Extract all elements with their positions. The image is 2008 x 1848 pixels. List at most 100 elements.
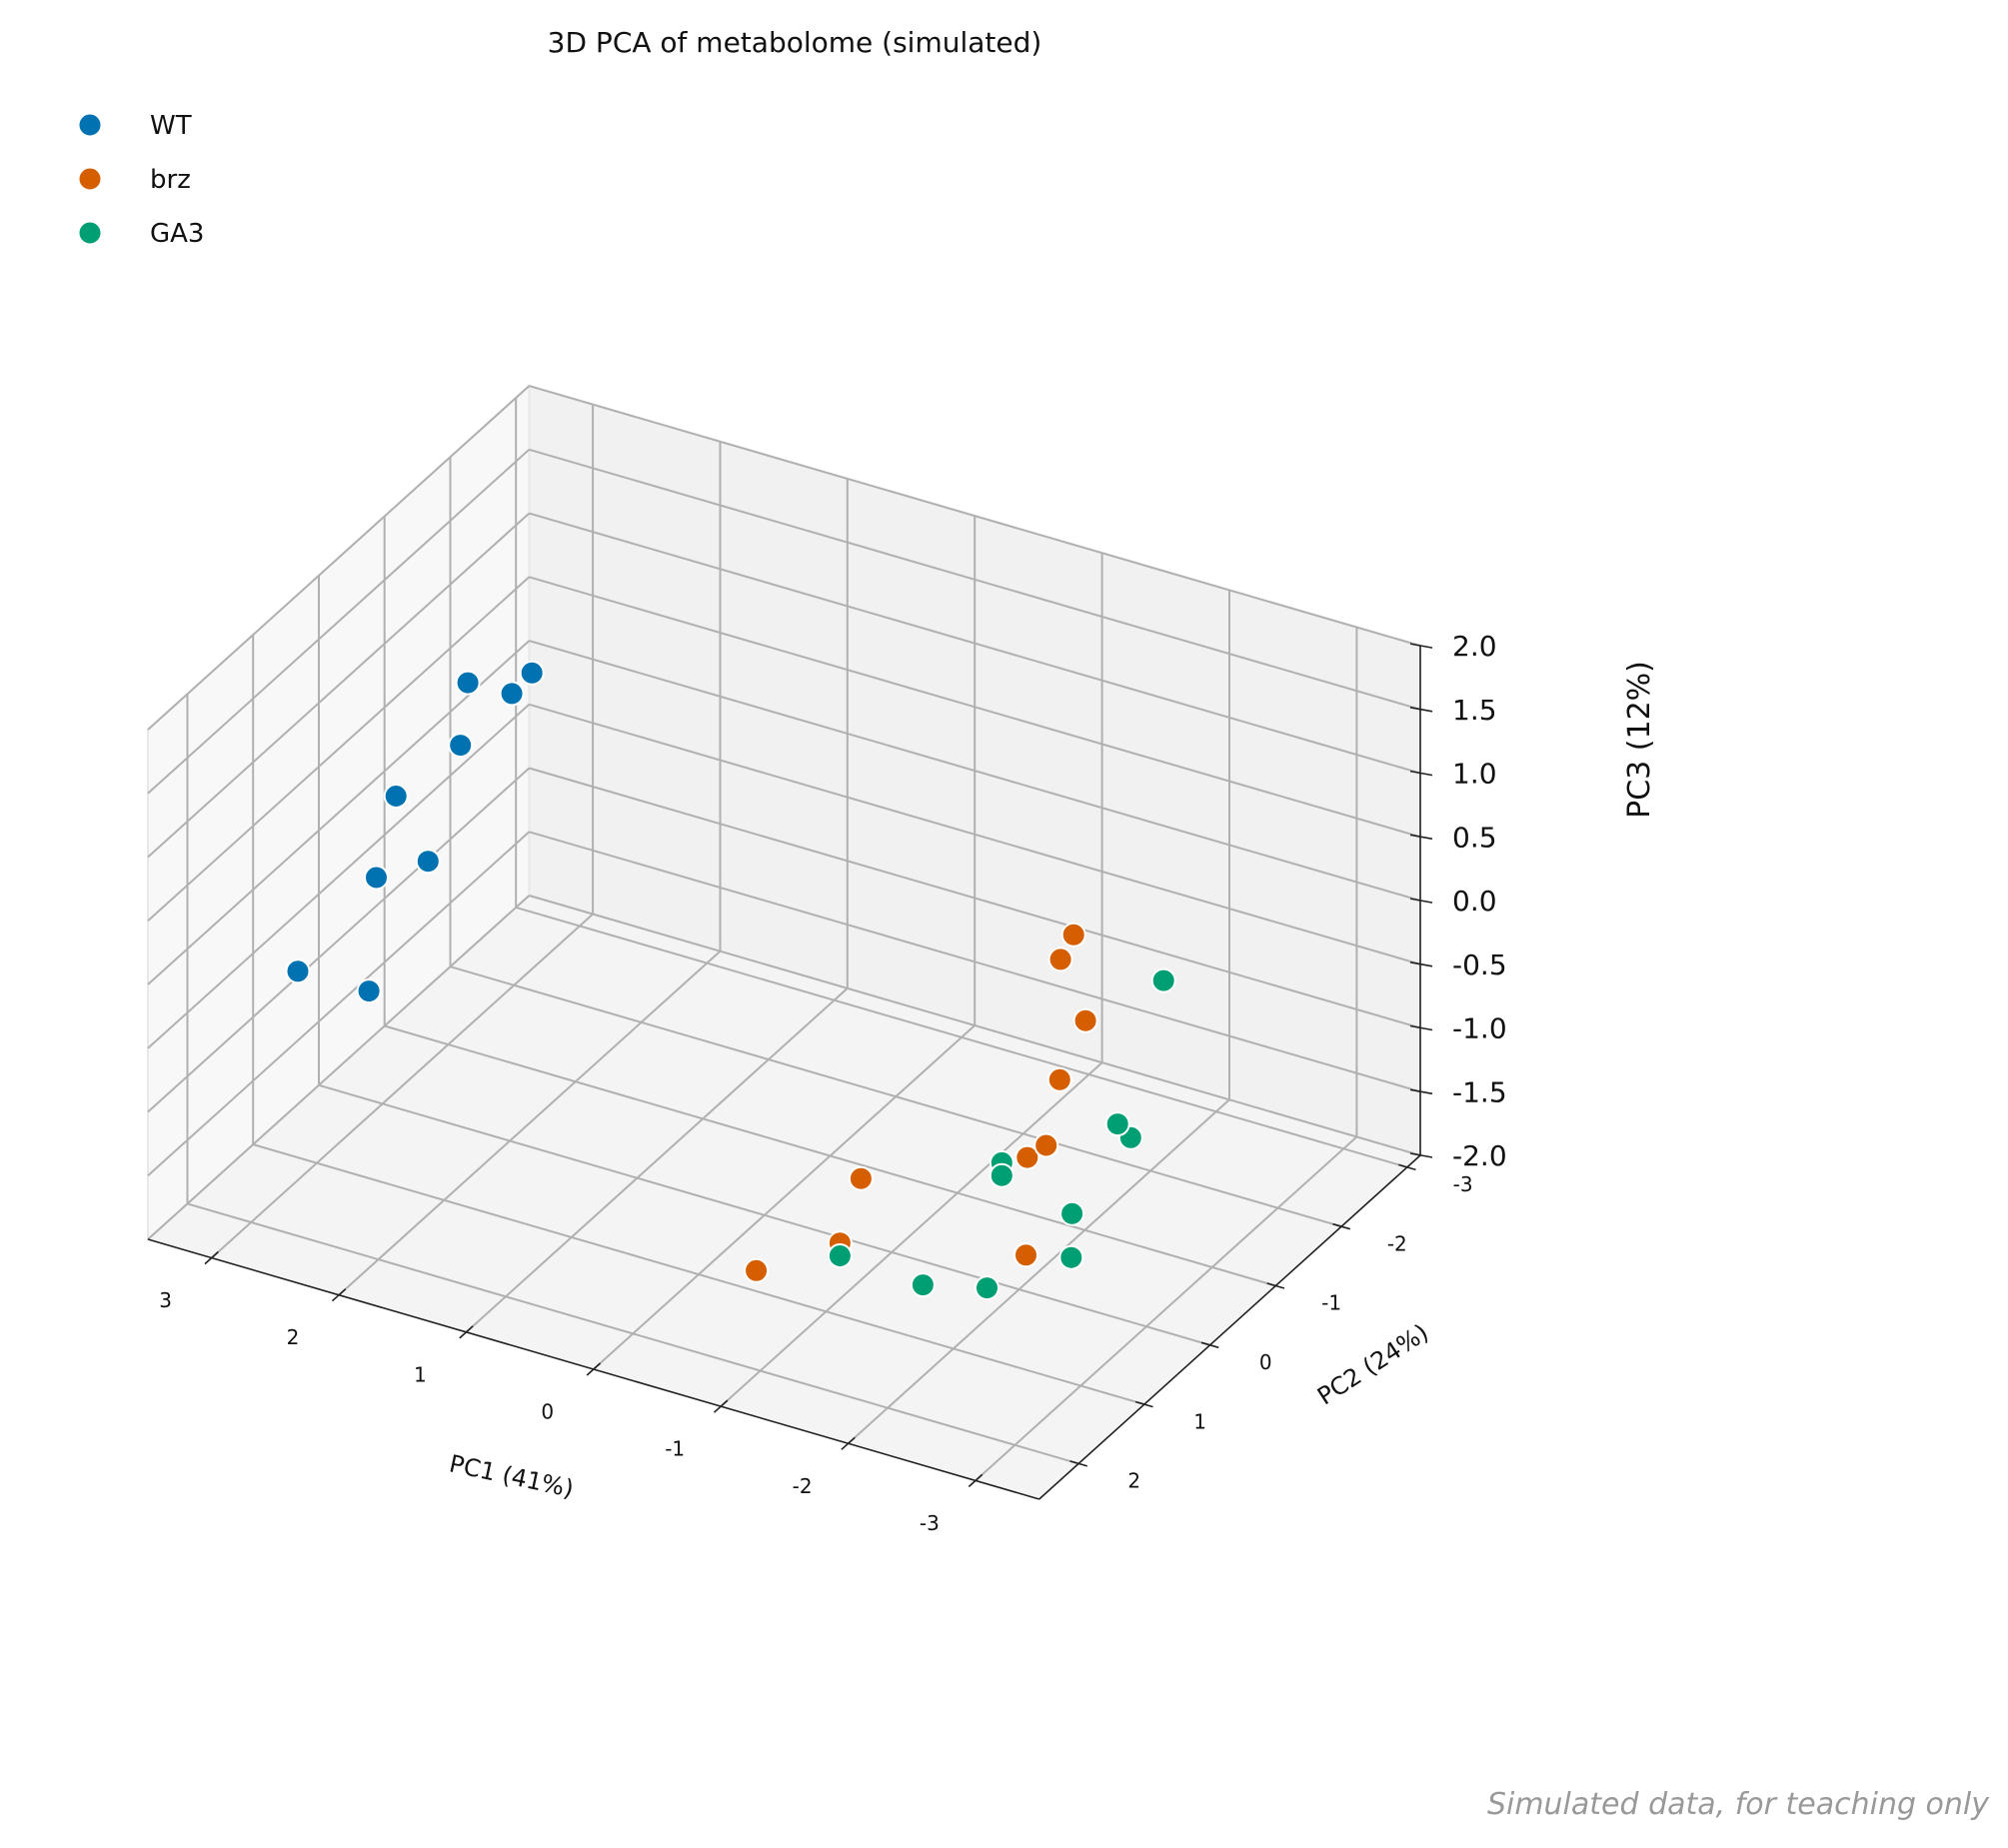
grid-line-pc1-floor bbox=[465, 987, 849, 1333]
pc1-tick-mark bbox=[841, 1436, 856, 1450]
pc3-tick-label: 1.5 bbox=[1452, 694, 1497, 727]
pc3-tick-label: -1.0 bbox=[1452, 1012, 1507, 1045]
grid-line-pc1-floor bbox=[338, 949, 722, 1296]
grid-line-pc1-floor bbox=[975, 1135, 1358, 1482]
data-point-brz bbox=[1014, 1144, 1040, 1170]
pc3-tick-mark bbox=[1409, 898, 1433, 904]
pc2-axis-line bbox=[1038, 1154, 1421, 1500]
grid-line-pc1-floor bbox=[847, 1098, 1230, 1445]
grid-line-pc2-floor bbox=[318, 1083, 1210, 1346]
pc2-tick-label: 2 bbox=[1127, 1469, 1140, 1493]
grid-line-pc2-floor bbox=[515, 906, 1408, 1168]
legend-label: GA3 bbox=[150, 219, 204, 249]
data-point-brz bbox=[1060, 922, 1086, 947]
data-point-brz bbox=[744, 1257, 770, 1283]
grid-line-pc3-back bbox=[529, 640, 1421, 903]
pc3-tick-label: -2.0 bbox=[1452, 1139, 1507, 1172]
pc3-tick-mark bbox=[1409, 834, 1433, 841]
legend-label: WT bbox=[150, 111, 192, 141]
legend: WT brz GA3 bbox=[77, 111, 204, 249]
grid-lines bbox=[147, 385, 1421, 1482]
legend-label: brz bbox=[150, 165, 191, 195]
data-point-ga3 bbox=[1058, 1244, 1084, 1270]
data-points bbox=[285, 660, 1176, 1301]
grid-line-pc3-left bbox=[147, 767, 531, 1113]
pc2-tick-mark bbox=[1134, 1400, 1153, 1408]
pc3-tick-mark bbox=[1409, 1088, 1433, 1095]
legend-marker-brz bbox=[77, 166, 103, 192]
grid-line-pc3-back bbox=[529, 831, 1421, 1093]
grid-line-pc3-left bbox=[147, 512, 531, 859]
data-point-wt bbox=[364, 865, 389, 891]
data-point-wt bbox=[356, 978, 382, 1004]
pc3-tick-label: 2.0 bbox=[1452, 630, 1497, 663]
data-point-ga3 bbox=[975, 1275, 1000, 1301]
pc1-tick-label: -2 bbox=[793, 1474, 813, 1498]
pc3-tick-label: -0.5 bbox=[1452, 948, 1507, 981]
data-point-brz bbox=[848, 1165, 874, 1191]
grid-line-pc3-left bbox=[147, 449, 531, 795]
grid-line-pc3-left bbox=[147, 385, 531, 731]
pc3-tick-mark bbox=[1409, 1152, 1433, 1158]
grid-line-pc2-floor bbox=[252, 1143, 1145, 1406]
data-point-wt bbox=[285, 958, 311, 984]
grid-line-pc3-back bbox=[529, 767, 1421, 1029]
grid-line-pc1-floor bbox=[211, 913, 594, 1259]
data-point-wt bbox=[383, 784, 409, 809]
grid-line-pc2-floor bbox=[450, 965, 1342, 1228]
grid-line-pc3-back bbox=[529, 385, 1421, 648]
pc3-tick-label: 1.0 bbox=[1452, 758, 1497, 791]
grid-line-pc2-floor bbox=[187, 1202, 1079, 1465]
data-point-wt bbox=[455, 670, 481, 696]
legend-marker-wt bbox=[77, 112, 103, 138]
pc2-tick-label: -2 bbox=[1387, 1231, 1407, 1255]
pc1-tick-label: 0 bbox=[541, 1400, 554, 1424]
pc2-tick-mark bbox=[1200, 1341, 1219, 1349]
pc1-tick-label: -3 bbox=[920, 1511, 940, 1535]
grid-line-pc3-back bbox=[529, 448, 1421, 711]
pc1-tick-mark bbox=[459, 1325, 474, 1339]
pc2-tick-label: 1 bbox=[1193, 1409, 1206, 1433]
grid-line-pc3-left bbox=[147, 895, 531, 1240]
pc1-tick-mark bbox=[586, 1362, 602, 1376]
pc2-tick-mark bbox=[1069, 1460, 1088, 1467]
grid-line-pc3-left bbox=[147, 704, 531, 1049]
data-point-wt bbox=[415, 849, 441, 875]
data-point-wt bbox=[499, 681, 525, 707]
pc3-tick-label: 0.5 bbox=[1452, 821, 1497, 854]
grid-line-pc3-back bbox=[529, 512, 1421, 775]
pc3-tick-mark bbox=[1409, 707, 1433, 713]
data-point-ga3 bbox=[827, 1243, 853, 1268]
pc1-tick-mark bbox=[968, 1473, 984, 1488]
pc1-tick-mark bbox=[713, 1399, 729, 1413]
pc3-tick-mark bbox=[1409, 961, 1433, 967]
pc1-tick-mark bbox=[204, 1250, 219, 1265]
pc2-tick-label: -1 bbox=[1321, 1291, 1341, 1315]
chart-title: 3D PCA of metabolome (simulated) bbox=[548, 26, 1042, 59]
z-axis-label: PC3 (12%) bbox=[1622, 661, 1657, 819]
x-axis-label: PC1 (41%) bbox=[447, 1449, 576, 1503]
data-point-brz bbox=[1072, 1007, 1098, 1033]
data-point-wt bbox=[519, 660, 545, 686]
data-point-ga3 bbox=[989, 1162, 1014, 1188]
grid-line-pc3-left bbox=[147, 640, 531, 985]
y-axis-label: PC2 (24%) bbox=[1312, 1318, 1433, 1410]
pc3-tick-mark bbox=[1409, 770, 1433, 777]
data-point-ga3 bbox=[910, 1272, 936, 1298]
pc2-tick-mark bbox=[1398, 1163, 1416, 1171]
pc1-tick-mark bbox=[331, 1288, 347, 1302]
grid-line-pc3-back bbox=[529, 895, 1421, 1156]
grid-line-pc1-floor bbox=[593, 1024, 976, 1370]
pc2-tick-mark bbox=[1332, 1222, 1351, 1230]
data-point-brz bbox=[1033, 1132, 1059, 1158]
data-point-ga3 bbox=[1150, 967, 1176, 993]
data-point-wt bbox=[448, 733, 474, 759]
data-point-brz bbox=[1013, 1242, 1038, 1268]
grid-line-pc1-floor bbox=[720, 1061, 1103, 1407]
pc1-tick-label: 2 bbox=[287, 1325, 300, 1349]
pc1-tick-label: -1 bbox=[665, 1437, 685, 1461]
grid-line-pc3-left bbox=[147, 831, 531, 1177]
grid-line-pc2-floor bbox=[384, 1024, 1276, 1287]
